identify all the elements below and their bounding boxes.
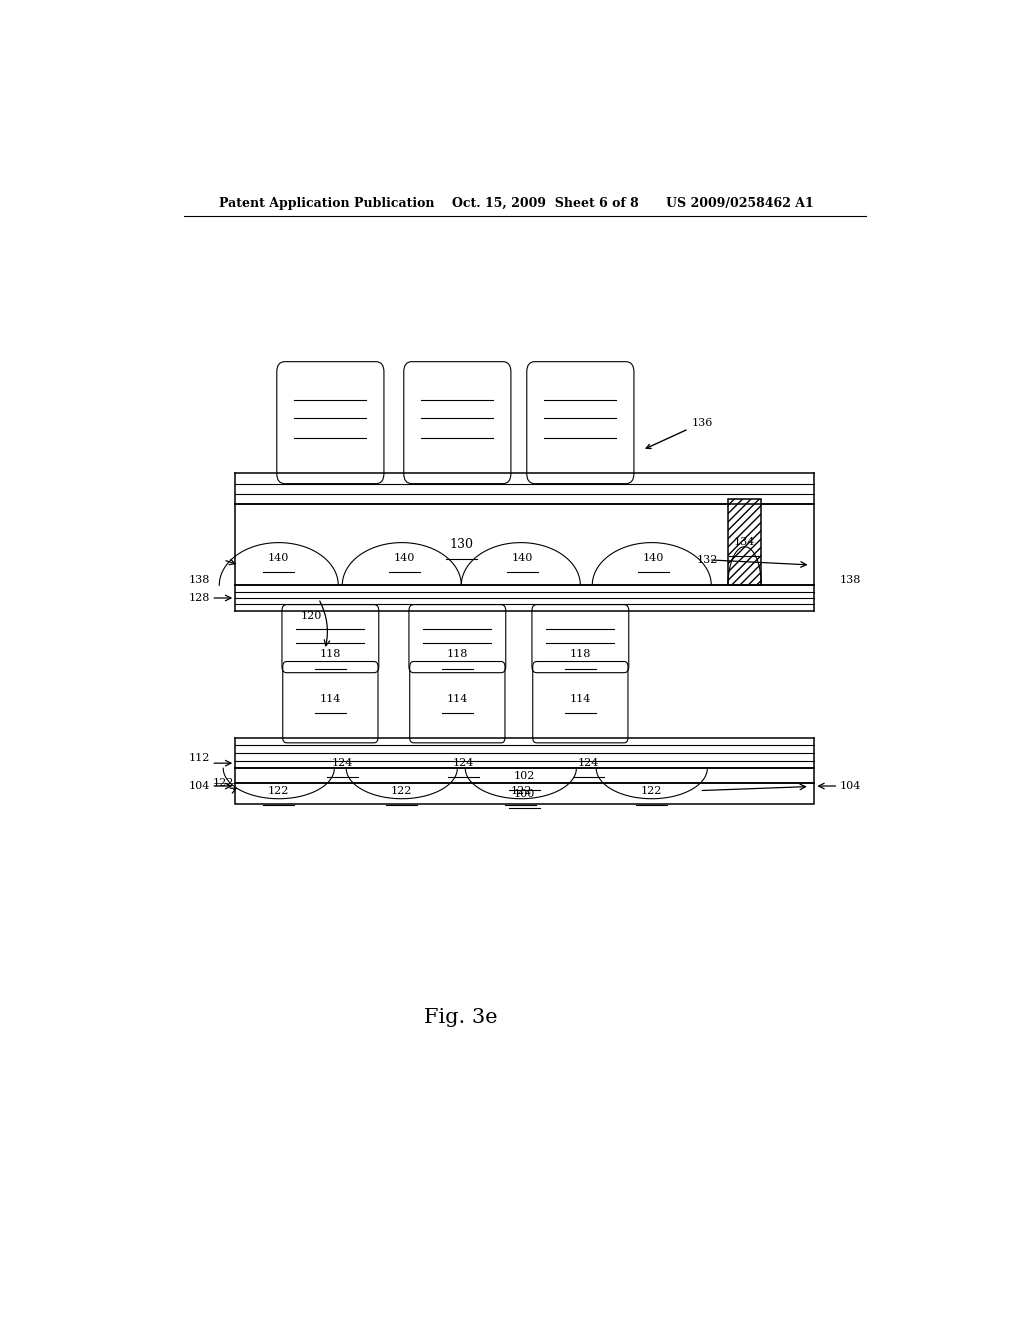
Bar <box>236 504 814 585</box>
Text: 118: 118 <box>446 649 468 659</box>
Text: 128: 128 <box>188 593 210 603</box>
Text: 124: 124 <box>453 758 474 768</box>
Text: 124: 124 <box>332 758 353 768</box>
Text: 122: 122 <box>510 785 531 796</box>
Text: 112: 112 <box>188 754 210 763</box>
Text: 114: 114 <box>319 693 341 704</box>
Text: 122: 122 <box>268 785 290 796</box>
Text: 122: 122 <box>391 785 413 796</box>
Text: 114: 114 <box>446 693 468 704</box>
Text: 140: 140 <box>268 553 290 562</box>
Text: 118: 118 <box>319 649 341 659</box>
Bar <box>236 784 814 804</box>
Text: 140: 140 <box>393 553 415 562</box>
Text: 132: 132 <box>697 554 719 565</box>
Text: 118: 118 <box>569 649 591 659</box>
Text: 100: 100 <box>514 788 536 799</box>
Text: Patent Application Publication: Patent Application Publication <box>219 197 435 210</box>
Text: 120: 120 <box>301 611 323 620</box>
Text: 134: 134 <box>734 537 756 546</box>
Bar <box>236 768 814 784</box>
Text: 102: 102 <box>514 771 536 781</box>
Text: US 2009/0258462 A1: US 2009/0258462 A1 <box>666 197 814 210</box>
Text: 140: 140 <box>512 553 534 562</box>
Text: 130: 130 <box>450 539 473 552</box>
Text: 136: 136 <box>646 417 713 449</box>
Text: 104: 104 <box>188 781 210 791</box>
Text: 122: 122 <box>212 779 233 788</box>
Text: 138: 138 <box>840 576 861 585</box>
Text: 124: 124 <box>578 758 599 768</box>
Text: 114: 114 <box>569 693 591 704</box>
Text: Oct. 15, 2009  Sheet 6 of 8: Oct. 15, 2009 Sheet 6 of 8 <box>452 197 639 210</box>
Text: 104: 104 <box>840 781 861 791</box>
Text: Fig. 3e: Fig. 3e <box>425 1007 498 1027</box>
Bar <box>728 499 761 585</box>
Text: 138: 138 <box>188 576 210 585</box>
Text: 122: 122 <box>641 785 663 796</box>
Text: 140: 140 <box>643 553 664 562</box>
